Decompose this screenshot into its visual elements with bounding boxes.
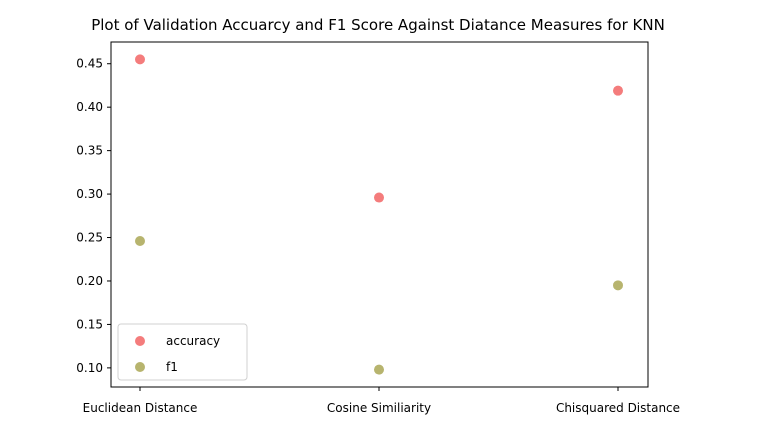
y-tick-label: 0.40 <box>76 100 103 114</box>
series-accuracy <box>135 54 623 203</box>
legend-box <box>117 323 248 381</box>
data-point <box>374 192 384 203</box>
y-tick-label: 0.30 <box>76 187 103 201</box>
legend-label: accuracy <box>166 334 220 348</box>
chart-title: Plot of Validation Accuarcy and F1 Score… <box>91 16 665 34</box>
data-point <box>135 236 145 247</box>
data-point <box>135 54 145 65</box>
y-tick-label: 0.25 <box>76 231 103 245</box>
legend: accuracy f1 <box>117 323 248 381</box>
x-tick-label: Chisquared Distance <box>556 401 680 415</box>
legend-marker <box>135 336 145 346</box>
legend-marker <box>135 362 145 372</box>
x-tick-label: Cosine Similiarity <box>327 401 431 415</box>
data-point <box>613 280 623 291</box>
data-point <box>613 85 623 96</box>
y-tick-label: 0.15 <box>76 317 103 331</box>
y-tick-label: 0.10 <box>76 361 103 375</box>
data-points <box>135 54 623 375</box>
y-tick-label: 0.20 <box>76 274 103 288</box>
legend-label: f1 <box>166 360 178 374</box>
y-tick-label: 0.45 <box>76 57 103 71</box>
x-tick-label: Euclidean Distance <box>83 401 198 415</box>
data-point <box>374 364 384 375</box>
y-axis: 0.10 0.15 0.20 0.25 0.30 0.35 0.40 0.45 <box>76 57 111 375</box>
y-tick-label: 0.35 <box>76 144 103 158</box>
series-f1 <box>135 236 623 375</box>
x-axis: Euclidean Distance Cosine Similiarity Chis… <box>83 387 680 415</box>
